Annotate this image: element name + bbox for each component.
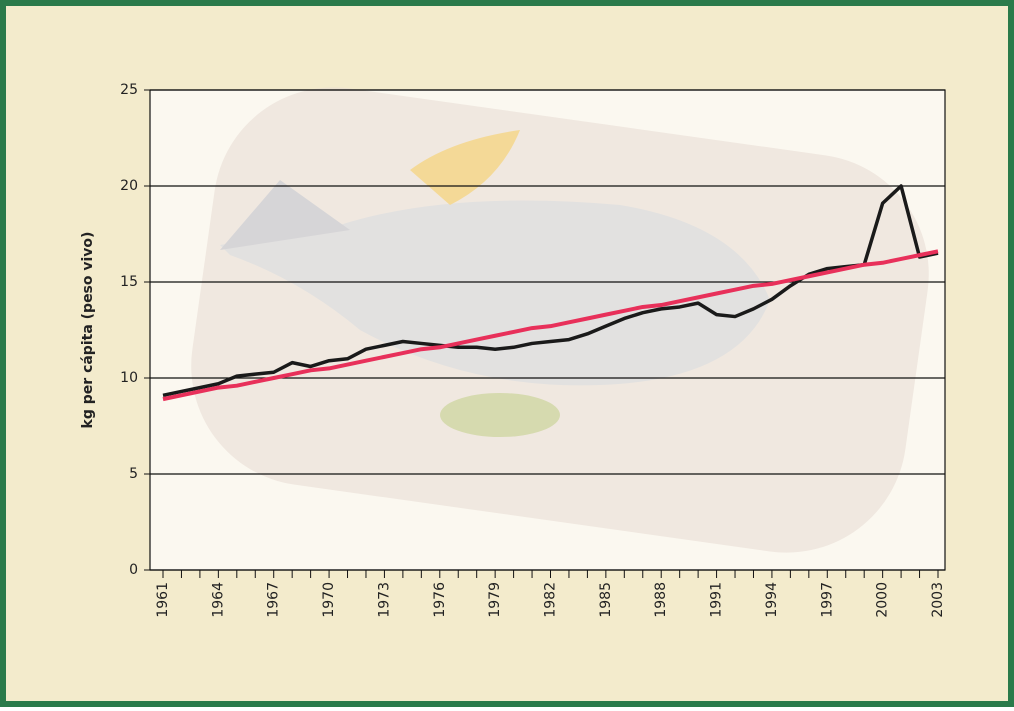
y-axis-label: kg per cápita (peso vivo) <box>80 232 96 429</box>
x-tick-label: 1964 <box>210 582 226 618</box>
series-line <box>162 249 939 402</box>
y-tick-label: 5 <box>129 466 138 482</box>
y-tick-label: 25 <box>120 82 138 98</box>
x-tick-label: 1982 <box>543 582 559 618</box>
x-tick-label: 1985 <box>598 582 614 618</box>
x-tick-label: 1961 <box>155 582 171 618</box>
x-tick-label: 1994 <box>764 582 780 618</box>
y-tick-label: 15 <box>120 274 138 290</box>
x-tick-label: 2003 <box>930 582 946 618</box>
y-tick-label: 10 <box>120 370 138 386</box>
x-tick-label: 1988 <box>653 582 669 618</box>
y-tick-label: 20 <box>120 178 138 194</box>
x-tick-label: 1973 <box>376 582 392 618</box>
x-tick-label: 1991 <box>709 582 725 618</box>
x-tick-label: 1976 <box>432 582 448 618</box>
x-tick-label: 1967 <box>266 582 282 618</box>
x-tick-label: 1970 <box>321 582 337 618</box>
x-tick-label: 2000 <box>875 582 891 618</box>
x-tick-label: 1997 <box>819 582 835 618</box>
y-tick-label: 0 <box>129 562 138 578</box>
x-tick-label: 1979 <box>487 582 503 618</box>
